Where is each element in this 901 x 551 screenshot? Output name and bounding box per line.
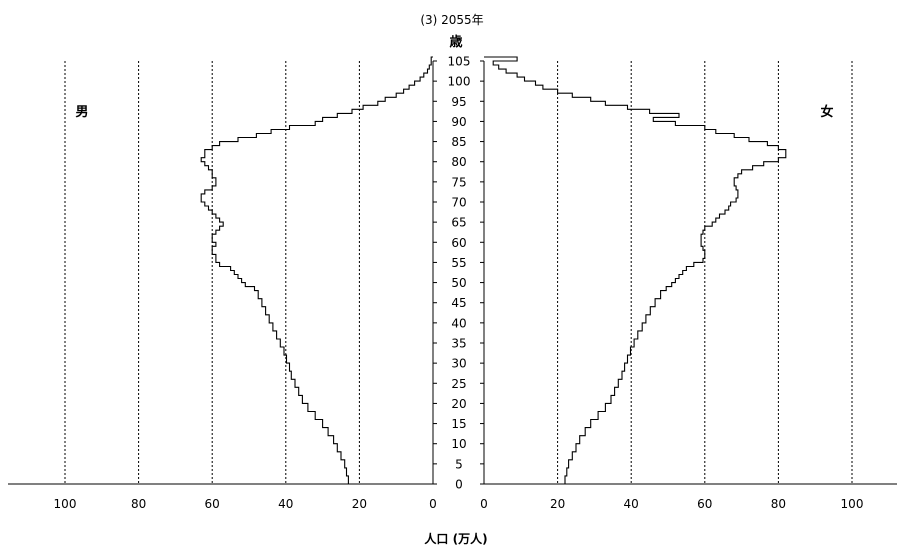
ytick-label-35: 35	[451, 337, 466, 351]
ytick-label-60: 60	[451, 236, 466, 250]
ytick-label-55: 55	[451, 256, 466, 270]
xtick-male-100: 100	[54, 497, 77, 511]
xtick-female-0: 0	[480, 497, 488, 511]
ytick-label-40: 40	[451, 316, 466, 330]
xtick-male-60: 60	[205, 497, 220, 511]
male-label: 男	[75, 105, 88, 120]
female-label: 女	[820, 104, 833, 120]
grid-lines	[64, 61, 853, 484]
xtick-female-60: 60	[697, 497, 712, 511]
series-lines	[200, 56, 787, 485]
xtick-male-40: 40	[278, 497, 293, 511]
xtick-male-80: 80	[131, 497, 146, 511]
ytick-label-0: 0	[455, 478, 463, 492]
series-male-outline	[200, 56, 433, 485]
ytick-label-20: 20	[451, 397, 466, 411]
ytick-label-90: 90	[451, 115, 466, 129]
ytick-label-30: 30	[451, 357, 466, 371]
ytick-label-25: 25	[451, 377, 466, 391]
ytick-label-10: 10	[451, 437, 466, 451]
ytick-label-100: 100	[448, 75, 471, 89]
ytick-label-95: 95	[451, 95, 466, 109]
xtick-female-40: 40	[624, 497, 639, 511]
tick-labels: 1051009590858075706560555045403530252015…	[54, 55, 864, 512]
ytick-label-65: 65	[451, 216, 466, 230]
ytick-label-75: 75	[451, 175, 466, 189]
xtick-female-20: 20	[550, 497, 565, 511]
age-unit-label: 歳	[449, 34, 462, 50]
ytick-label-85: 85	[451, 135, 466, 149]
xtick-male-0: 0	[429, 497, 437, 511]
x-axis-title: 人口 (万人)	[424, 531, 487, 546]
ytick-label-50: 50	[451, 276, 466, 290]
ytick-label-70: 70	[451, 196, 466, 210]
ytick-label-45: 45	[451, 296, 466, 310]
xtick-male-20: 20	[352, 497, 367, 511]
ytick-label-15: 15	[451, 417, 466, 431]
series-female-outline	[484, 56, 787, 485]
xtick-female-80: 80	[771, 497, 786, 511]
ytick-label-5: 5	[455, 457, 463, 471]
xtick-female-100: 100	[841, 497, 864, 511]
ytick-label-105: 105	[448, 55, 471, 69]
ytick-label-80: 80	[451, 155, 466, 169]
chart-title: (3) 2055年	[420, 13, 483, 27]
